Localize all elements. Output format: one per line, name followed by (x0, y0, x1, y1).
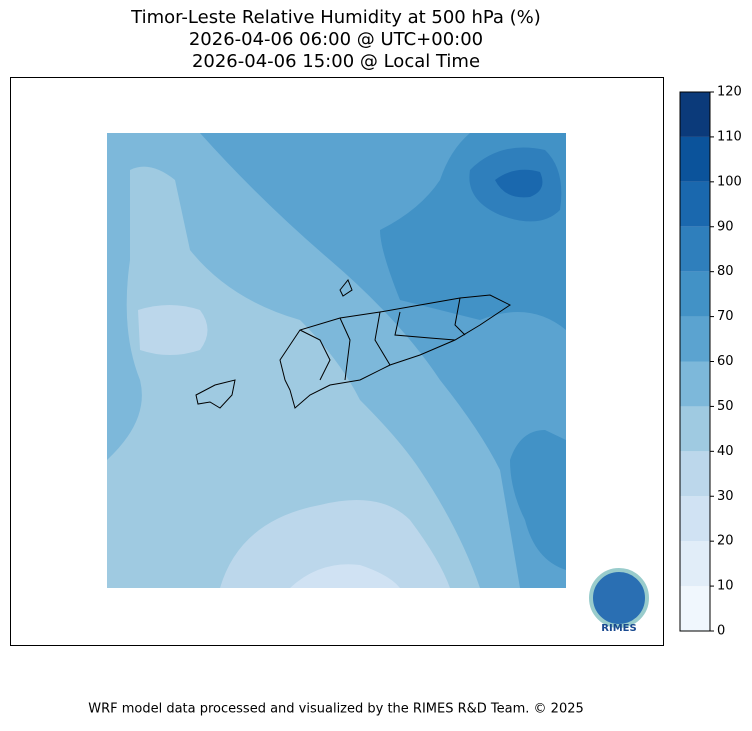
colorbar-segment (680, 451, 710, 497)
title-line: 2026-04-06 06:00 @ UTC+00:00 (189, 29, 483, 50)
title-line: Timor-Leste Relative Humidity at 500 hPa… (130, 7, 541, 28)
colorbar-tick-label: 0 (717, 624, 725, 639)
colorbar: 0 10 20 30 40 50 60 70 80 90 100 110 120 (679, 85, 742, 639)
colorbar-tick-label: 90 (717, 219, 734, 234)
footer: WRF model data processed and visualized … (88, 702, 584, 717)
colorbar-tick-label: 120 (717, 85, 742, 100)
colorbar-segment (680, 586, 710, 631)
colorbar-segment (680, 406, 710, 452)
colorbar-segment (680, 92, 710, 137)
colorbar-tick-label: 20 (717, 534, 734, 549)
colorbar-segment (680, 136, 710, 182)
colorbar-tick-label: 60 (717, 354, 734, 369)
map-field (107, 133, 566, 588)
colorbar-tick-label: 50 (717, 399, 734, 414)
colorbar-segment (680, 361, 710, 407)
colorbar-tick-label: 80 (717, 264, 734, 279)
colorbar-segment (680, 541, 710, 587)
colorbar-tick-label: 30 (717, 489, 734, 504)
colorbar-segment (680, 181, 710, 227)
colorbar-segment (680, 496, 710, 542)
title-line: 2026-04-06 15:00 @ Local Time (192, 51, 480, 72)
boundaries (195, 279, 511, 409)
colorbar-tick-label: 110 (717, 129, 742, 144)
colorbar-segment (680, 316, 710, 362)
logo: RIMES (589, 568, 649, 634)
colorbar-segment (680, 271, 710, 317)
logo-text: RIMES (601, 623, 636, 634)
colorbar-segment (680, 226, 710, 272)
colorbar-tick-label: 70 (717, 309, 734, 324)
colorbar-tick-label: 10 (717, 579, 734, 594)
colorbar-tick-label: 40 (717, 444, 734, 459)
colorbar-tick-label: 100 (717, 174, 742, 189)
